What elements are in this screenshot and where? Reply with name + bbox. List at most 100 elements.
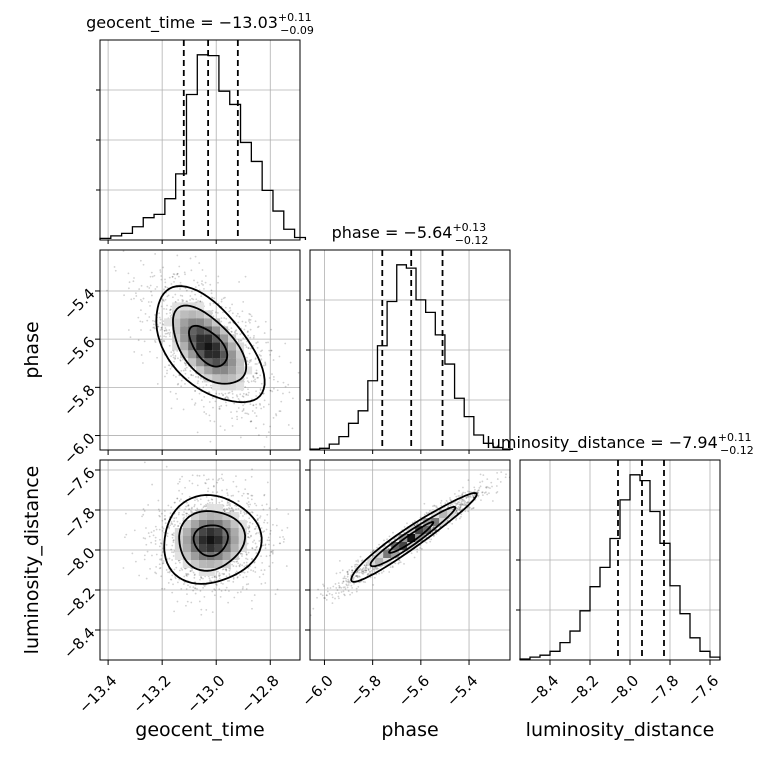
scatter-point (159, 515, 161, 518)
scatter-point (348, 580, 351, 583)
scatter-point (376, 567, 378, 570)
x-tick-label: −13.4 (75, 672, 120, 717)
scatter-point (181, 295, 184, 297)
scatter-point (249, 328, 252, 331)
density-cell (228, 366, 237, 375)
scatter-point (230, 327, 233, 330)
scatter-point (128, 281, 131, 284)
scatter-point (196, 431, 199, 434)
scatter-point (276, 380, 279, 383)
scatter-point (176, 254, 179, 257)
scatter-point (287, 513, 290, 515)
scatter-point (180, 567, 183, 570)
scatter-point (325, 594, 328, 597)
scatter-point (419, 516, 422, 519)
scatter-point (199, 498, 202, 501)
density-cell (180, 326, 189, 335)
scatter-point (270, 349, 273, 352)
x-tick-label: −13.2 (129, 672, 174, 717)
scatter-point (182, 583, 185, 585)
scatter-point (392, 531, 394, 534)
scatter-point (466, 501, 469, 503)
scatter-point (214, 583, 217, 585)
scatter-point (316, 596, 318, 599)
scatter-point (154, 341, 157, 344)
panel-frame (519, 459, 721, 661)
scatter-point (351, 591, 354, 594)
scatter-point (263, 493, 266, 496)
scatter-point (127, 287, 130, 290)
scatter-point (172, 583, 174, 586)
scatter-point (255, 552, 258, 554)
scatter-point (177, 382, 180, 385)
scatter-point (183, 361, 186, 364)
scatter-point (268, 507, 271, 510)
scatter-point (235, 570, 238, 573)
scatter-point (180, 385, 183, 388)
scatter-point (177, 513, 180, 516)
density-cell (198, 552, 207, 560)
scatter-point (225, 404, 228, 407)
scatter-point (485, 491, 487, 494)
scatter-point (249, 321, 251, 324)
scatter-point (196, 588, 198, 590)
density-cell (220, 382, 229, 391)
scatter-point (155, 553, 158, 556)
scatter-point (229, 567, 232, 570)
scatter-point (391, 566, 394, 569)
scatter-point (247, 497, 249, 500)
scatter-point (249, 313, 252, 316)
scatter-point (279, 536, 281, 539)
scatter-point (211, 611, 214, 613)
scatter-point (292, 397, 294, 400)
density-cell (172, 310, 181, 319)
scatter-point (249, 420, 252, 423)
scatter-point (364, 565, 367, 568)
scatter-point (193, 367, 196, 369)
scatter-point (173, 532, 175, 534)
scatter-point (282, 381, 285, 384)
scatter-point (210, 289, 213, 292)
scatter-point (462, 486, 464, 489)
scatter-point (369, 551, 372, 554)
scatter-point (137, 339, 140, 342)
scatter-point (191, 474, 194, 477)
scatter-point (174, 358, 176, 360)
scatter-point (239, 393, 242, 396)
scatter-point (357, 585, 360, 588)
scatter-point (268, 565, 271, 568)
scatter-point (146, 285, 149, 288)
scatter-point (247, 330, 249, 333)
scatter-point (209, 420, 212, 422)
scatter-point (481, 491, 484, 494)
scatter-point (463, 502, 466, 504)
scatter-point (152, 319, 154, 322)
scatter-point (360, 571, 363, 574)
pair-inner (100, 460, 300, 660)
scatter-point (282, 535, 284, 538)
scatter-point (264, 364, 267, 366)
scatter-point (199, 503, 202, 506)
scatter-point (263, 569, 266, 571)
scatter-point (388, 535, 391, 538)
scatter-point (269, 532, 272, 535)
scatter-point (258, 402, 261, 405)
scatter-point (160, 338, 163, 341)
density-cell (206, 528, 215, 536)
scatter-point (153, 326, 156, 329)
scatter-point (365, 567, 368, 569)
scatter-point (222, 393, 224, 396)
scatter-point (198, 474, 201, 477)
scatter-point (369, 567, 372, 570)
density-cell (212, 334, 221, 343)
scatter-point (179, 281, 182, 284)
scatter-point (232, 508, 234, 511)
density-cell (172, 326, 181, 335)
scatter-point (353, 582, 355, 585)
scatter-point (178, 507, 181, 510)
scatter-point (172, 539, 175, 542)
scatter-point (247, 346, 250, 349)
scatter-point (449, 504, 452, 507)
scatter-point (200, 575, 202, 578)
scatter-point (172, 273, 175, 275)
